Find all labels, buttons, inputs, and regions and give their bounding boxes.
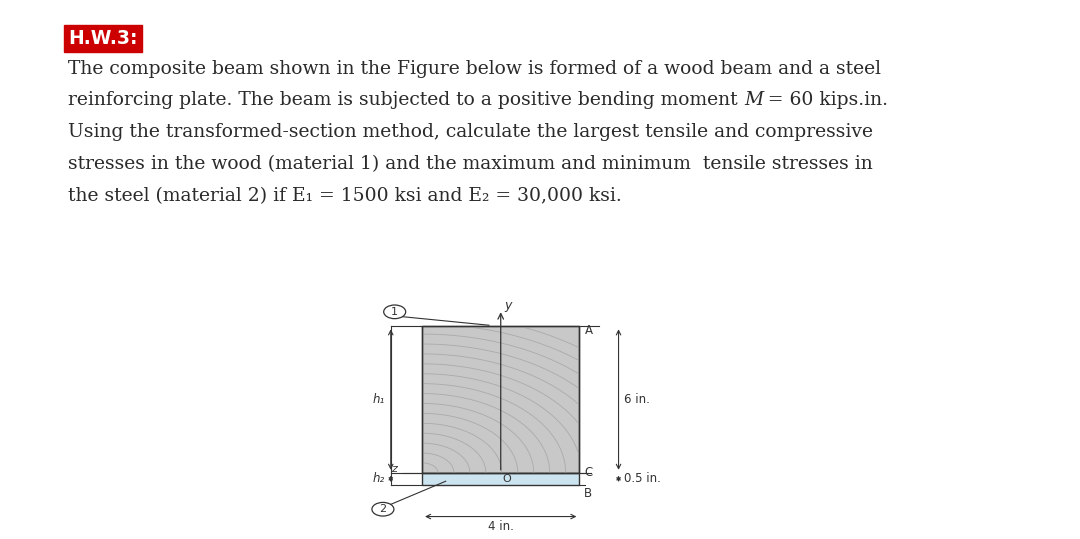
Text: y: y [504, 299, 512, 312]
Text: reinforcing plate. The beam is subjected to a positive bending moment: reinforcing plate. The beam is subjected… [68, 91, 744, 109]
Text: z: z [391, 464, 396, 474]
Bar [422, 327, 579, 473]
Text: = 60 kips.in.: = 60 kips.in. [764, 91, 888, 109]
Text: M: M [744, 91, 764, 109]
Text: 4 in.: 4 in. [488, 520, 514, 533]
Text: 0.5 in.: 0.5 in. [624, 472, 661, 485]
Text: 2: 2 [379, 505, 387, 514]
Text: A: A [585, 324, 593, 337]
Text: The composite beam shown in the Figure below is formed of a wood beam and a stee: The composite beam shown in the Figure b… [68, 60, 881, 78]
Text: 1: 1 [391, 307, 399, 317]
Text: B: B [584, 487, 592, 500]
Text: h₂: h₂ [373, 472, 384, 485]
Bar [422, 473, 579, 485]
Text: H.W.3:: H.W.3: [68, 29, 137, 48]
Text: Using the transformed-section method, calculate the largest tensile and compress: Using the transformed-section method, ca… [68, 123, 873, 141]
Bar [422, 327, 579, 473]
Text: 6 in.: 6 in. [624, 393, 650, 406]
Text: the steel (material 2) if E₁ = 1500 ksi and E₂ = 30,000 ksi.: the steel (material 2) if E₁ = 1500 ksi … [68, 187, 622, 205]
Text: C: C [584, 466, 592, 479]
Text: O: O [502, 474, 512, 484]
Text: h₁: h₁ [373, 393, 384, 406]
Text: stresses in the wood (material 1) and the maximum and minimum  tensile stresses : stresses in the wood (material 1) and th… [68, 155, 873, 173]
